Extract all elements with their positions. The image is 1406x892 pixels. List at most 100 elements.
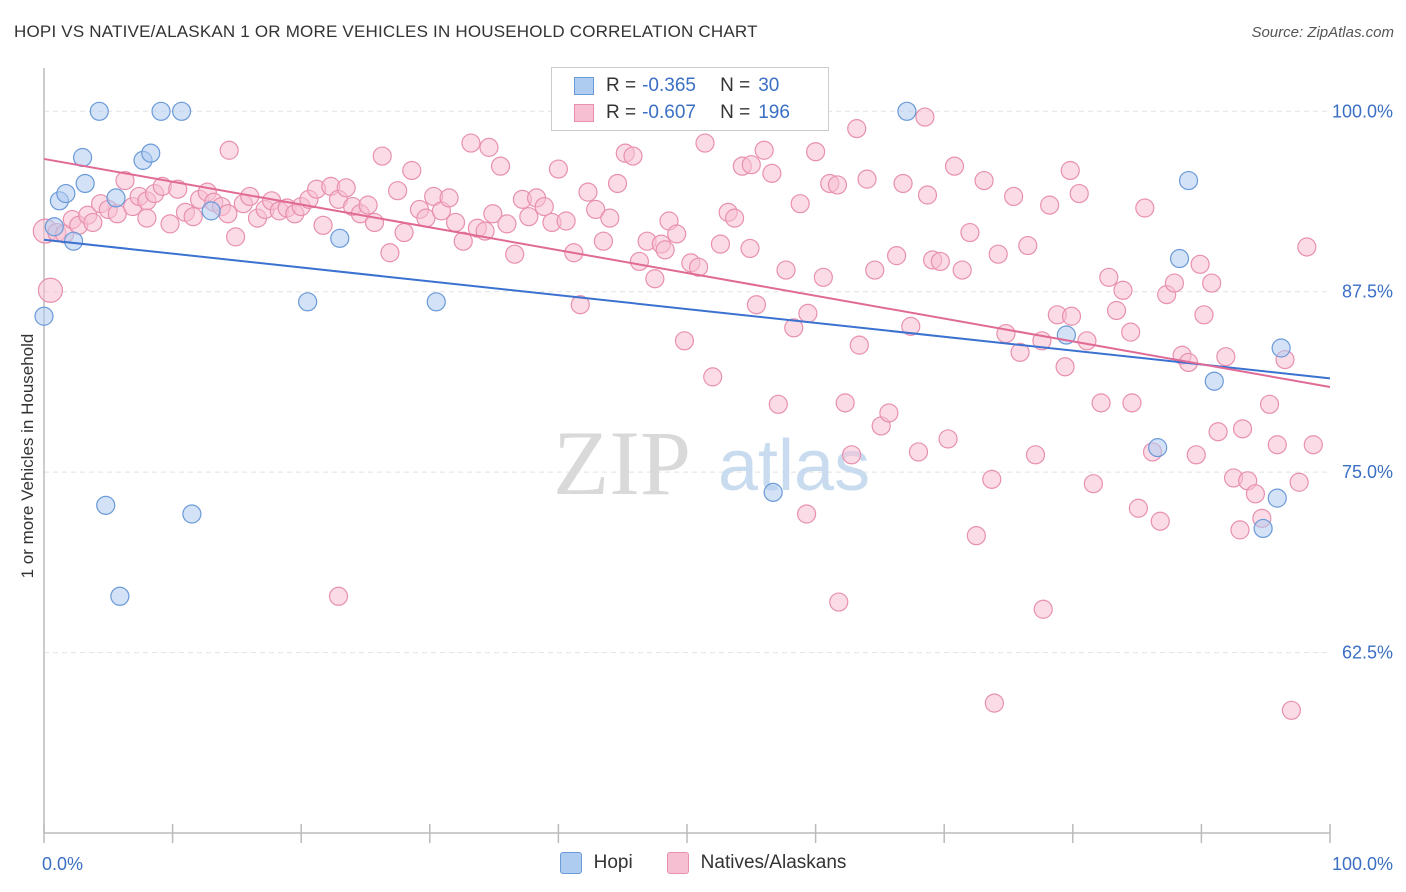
legend-item-hopi[interactable]: Hopi [559, 852, 633, 874]
natives-point [695, 133, 715, 153]
hopi-point [1267, 488, 1287, 508]
natives-point [1060, 160, 1080, 181]
y-tick-label: 87.5% [1342, 282, 1393, 302]
natives-point [1091, 393, 1111, 413]
natives-point [952, 260, 972, 280]
natives-point [556, 211, 576, 231]
natives-point [1121, 322, 1141, 342]
natives-point [37, 277, 64, 303]
x-tick-label-min: 0.0% [42, 854, 83, 874]
natives-point [784, 318, 804, 338]
natives-point [1281, 700, 1302, 720]
natives-point [388, 181, 408, 201]
hopi-point [96, 495, 116, 515]
natives-point [915, 107, 935, 127]
hopi-point [1148, 438, 1168, 458]
y-tick-label: 75.0% [1342, 462, 1393, 482]
natives-point [534, 196, 554, 217]
natives-point [137, 208, 157, 228]
natives-point [461, 133, 481, 153]
natives-point [394, 222, 414, 243]
hopi-point [63, 231, 84, 251]
natives-point [645, 269, 665, 289]
natives-point [847, 119, 867, 139]
natives-point [1055, 357, 1075, 377]
natives-point [996, 323, 1016, 344]
natives-point [762, 163, 782, 183]
natives-point [1128, 498, 1148, 518]
natives-point [372, 146, 392, 166]
natives-point [1303, 435, 1323, 455]
natives-point [1083, 474, 1103, 494]
natives-point [829, 592, 849, 612]
natives-point [497, 214, 517, 234]
y-axis-label: 1 or more Vehicles in Household [18, 333, 37, 579]
hopi-n-value: 30 [758, 75, 780, 96]
y-tick-label: 62.5% [1342, 643, 1393, 663]
natives-point [835, 393, 855, 413]
natives-point [1077, 331, 1097, 351]
hopi-points [34, 101, 1291, 606]
natives-point [218, 204, 238, 224]
natives-point [930, 251, 950, 272]
natives-point [776, 260, 796, 280]
natives-point [768, 394, 788, 414]
natives-point [754, 140, 774, 160]
natives-point [402, 160, 422, 181]
natives-point [917, 185, 938, 205]
natives-point [313, 215, 333, 235]
x-tick-label-max: 100.0% [1332, 854, 1393, 874]
series-legend: Hopi Natives/Alaskans [0, 852, 1406, 874]
natives-point [490, 156, 511, 176]
natives-point [1113, 280, 1133, 300]
natives-point [115, 170, 135, 191]
natives-point [1061, 306, 1082, 326]
natives-point [328, 586, 349, 606]
hopi-point [89, 101, 109, 121]
natives-point [805, 142, 826, 162]
natives-point [688, 257, 709, 277]
hopi-point [1178, 170, 1199, 191]
hopi-point [141, 143, 161, 163]
natives-point [724, 208, 745, 228]
y-tick-labels: 62.5% 75.0% 87.5% 100.0% [1332, 101, 1393, 662]
natives-point [796, 504, 817, 524]
hopi-point [106, 188, 126, 208]
natives-point [893, 173, 913, 194]
hopi-point [172, 101, 192, 121]
legend-row-hopi: R = -0.365 N = 30 [574, 73, 779, 99]
natives-point [160, 214, 180, 234]
x-tick-labels: 0.0% 100.0% [42, 854, 1393, 874]
natives-legend-swatch [666, 852, 689, 874]
natives-point [827, 175, 848, 195]
natives-point [1245, 484, 1266, 504]
natives-point [586, 199, 606, 220]
natives-r-value: -0.607 [642, 102, 696, 123]
hopi-point [110, 586, 130, 606]
natives-point [629, 251, 650, 272]
natives-point [600, 208, 620, 228]
natives-point [741, 155, 761, 175]
hopi-legend-swatch [559, 852, 582, 874]
natives-point [219, 140, 239, 160]
natives-trendline [43, 157, 1331, 388]
natives-point [548, 159, 569, 179]
natives-point [479, 137, 499, 157]
natives-point [439, 188, 459, 208]
natives-point [226, 227, 246, 247]
legend-item-natives[interactable]: Natives/Alaskans [666, 852, 846, 874]
hopi-point [1253, 518, 1273, 539]
natives-point [901, 316, 921, 336]
natives-point [1208, 422, 1228, 442]
natives-point [1040, 195, 1060, 215]
natives-point [1194, 305, 1214, 325]
source-label: Source: ZipAtlas.com [1251, 24, 1394, 41]
natives-point [1025, 445, 1046, 465]
natives-point [710, 234, 731, 254]
natives-point [655, 240, 675, 260]
natives-point [966, 526, 986, 546]
hopi-point [182, 504, 202, 524]
hopi-point [44, 217, 64, 237]
hopi-point [201, 201, 221, 221]
natives-point [570, 295, 590, 315]
